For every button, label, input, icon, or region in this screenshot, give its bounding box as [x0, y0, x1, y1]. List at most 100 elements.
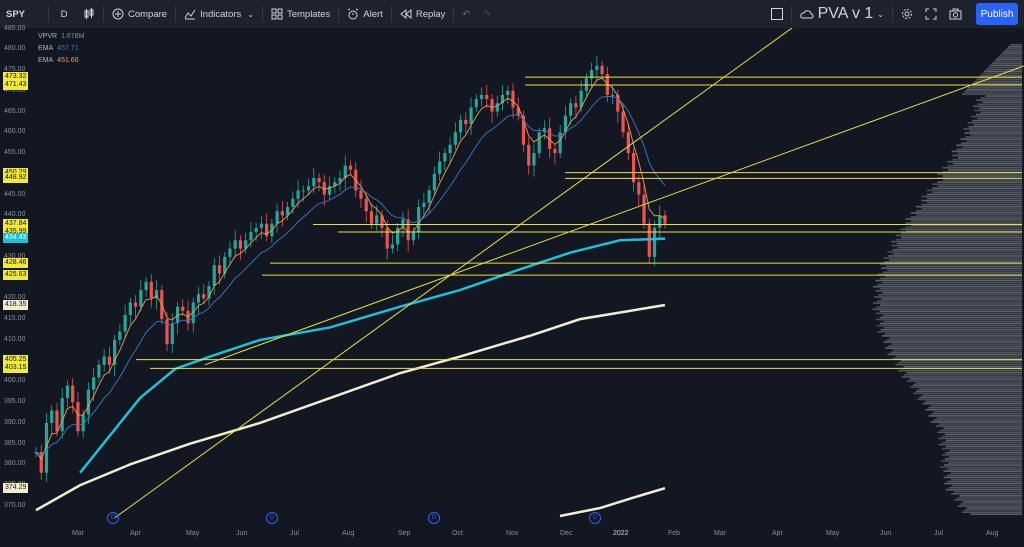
volume-profile-bar [901, 229, 1022, 231]
volume-profile-bar [1004, 50, 1022, 52]
candle-body [144, 282, 147, 290]
legend-vpvr[interactable]: VPVR 1.678M [38, 31, 84, 43]
candle-body [412, 232, 415, 240]
volume-profile-bar [927, 198, 1022, 200]
volume-profile-bar [969, 126, 1022, 128]
volume-profile-bar [911, 216, 1022, 218]
volume-profile-bar [892, 249, 1022, 251]
time-axis-label: Dec [560, 530, 572, 537]
candle-body [139, 290, 142, 307]
candle-body [428, 190, 431, 202]
volume-profile-bar [907, 372, 1022, 374]
candle-body [595, 66, 598, 70]
volume-profile-bar [936, 425, 1022, 427]
publish-button[interactable]: Publish [976, 3, 1018, 25]
layout-save-button[interactable]: PVA v 1 ⌄ [794, 0, 890, 28]
price-level-badge[interactable]: 425.63 [3, 270, 28, 280]
volume-profile-bar [942, 167, 1022, 169]
volume-profile-bar [916, 206, 1022, 208]
candle-body [181, 307, 184, 311]
price-axis-label: 385.00 [4, 440, 25, 447]
price-axis-label: 390.00 [4, 419, 25, 426]
volume-profile-bar [880, 288, 1022, 290]
dividend-marker[interactable]: D [589, 512, 601, 524]
fullscreen-button[interactable] [919, 0, 943, 28]
volume-profile-bar [873, 302, 1022, 304]
indicators-button[interactable]: Indicators ⌄ [178, 0, 260, 28]
chart-style-button[interactable] [77, 0, 101, 28]
price-axis-label: 465.00 [4, 108, 25, 115]
volume-profile-bar [948, 481, 1022, 483]
price-level-badge[interactable]: 428.46 [3, 258, 28, 268]
square-icon [771, 8, 783, 20]
candle-body [239, 240, 242, 248]
candle-body [103, 357, 106, 365]
volume-profile-bar [896, 356, 1022, 358]
candle-body [422, 203, 425, 207]
price-level-badge[interactable]: 471.43 [3, 80, 28, 90]
candle-body [485, 95, 488, 99]
dividend-marker[interactable]: D [266, 512, 278, 524]
replay-button[interactable]: Replay [394, 0, 452, 28]
divider [391, 6, 392, 22]
price-level-badge[interactable]: 418.35 [3, 300, 28, 310]
candle-body [255, 228, 258, 232]
settings-button[interactable] [895, 0, 919, 28]
undo-button[interactable]: ↶ [456, 0, 476, 28]
volume-profile-bar [895, 364, 1022, 366]
volume-profile-bar [981, 112, 1022, 114]
volume-profile-bar [949, 456, 1022, 458]
legend-ema-1[interactable]: EMA 457.71 [38, 43, 84, 55]
volume-profile-bar [896, 235, 1022, 237]
price-chart[interactable] [0, 28, 1024, 547]
compare-button[interactable]: Compare [106, 0, 173, 28]
price-level-badge[interactable]: 448.92 [3, 173, 28, 183]
volume-profile-bar [954, 491, 1022, 493]
volume-profile-bar [940, 466, 1022, 468]
volume-profile-bar [876, 319, 1022, 321]
candle-body [281, 211, 284, 215]
candle-body [150, 282, 153, 299]
redo-button[interactable]: ↷ [476, 0, 496, 28]
legend-ema-2[interactable]: EMA 451.66 [38, 55, 84, 67]
volume-profile-bar [948, 169, 1022, 171]
dividend-marker[interactable]: D [428, 512, 440, 524]
candle-body [50, 411, 53, 423]
candle-body [616, 95, 619, 112]
candles-icon [83, 8, 95, 20]
volume-profile-bar [964, 509, 1022, 511]
volume-profile-bar [974, 110, 1022, 112]
volume-profile-bar [972, 83, 1022, 85]
volume-profile-bar [939, 444, 1022, 446]
candle-body [642, 195, 645, 224]
price-level-badge[interactable]: 374.29 [3, 483, 28, 493]
volume-profile-bar [883, 272, 1022, 274]
candle-body [291, 199, 294, 207]
volume-profile-bar [883, 321, 1022, 323]
candle-body [71, 386, 74, 403]
volume-profile-bar [942, 436, 1022, 438]
volume-profile-bar [943, 175, 1022, 177]
volume-profile-bar [885, 347, 1022, 349]
candle-body [260, 224, 263, 228]
alert-button[interactable]: Alert [341, 0, 389, 28]
volume-profile-bar [897, 247, 1022, 249]
time-axis-label: 2022 [613, 530, 629, 537]
volume-profile-bar [951, 479, 1022, 481]
time-axis-label: Jul [934, 530, 943, 537]
price-level-badge[interactable]: 434.43 [3, 233, 28, 243]
candle-body [469, 107, 472, 124]
candle-body [448, 145, 451, 153]
dividend-marker[interactable]: D [107, 512, 119, 524]
interval-button[interactable]: D [51, 0, 77, 28]
price-level-badge[interactable]: 403.15 [3, 363, 28, 373]
templates-button[interactable]: Templates [265, 0, 336, 28]
volume-profile-bar [946, 489, 1022, 491]
volume-profile-bar [941, 429, 1022, 431]
volume-profile-bar [973, 106, 1022, 108]
snapshot-button[interactable] [943, 0, 968, 28]
rewind-icon [400, 8, 412, 20]
candle-body [370, 211, 373, 223]
volume-profile-bar [906, 222, 1022, 224]
layout-toggle-button[interactable] [765, 0, 789, 28]
